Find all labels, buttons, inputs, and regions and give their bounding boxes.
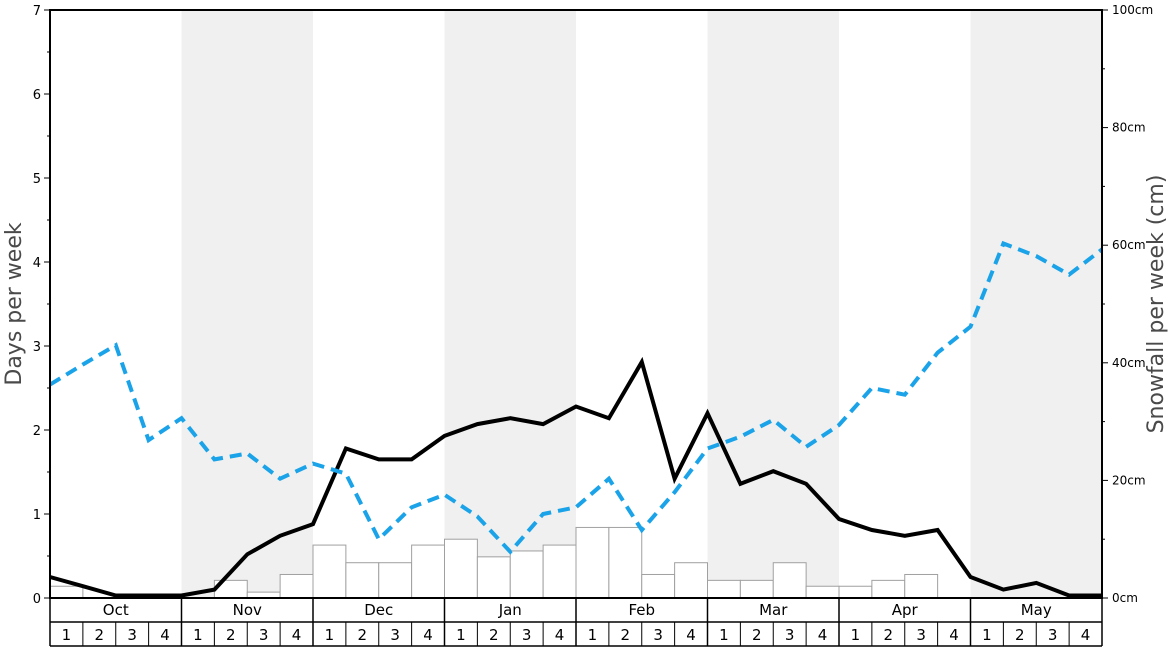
week-label: 1 [456,626,466,644]
snowfall-bar [279,573,314,599]
left-axis-title: Days per week [2,222,27,385]
snowfall-bar [542,544,577,599]
snowfall-bar [608,526,643,599]
week-label: 2 [226,626,236,644]
series-lines [48,240,1104,598]
week-label: 2 [1015,626,1025,644]
right-tick-label: 0cm [1112,591,1138,605]
snowfall-bar [739,579,774,599]
snowfall-bar [509,550,544,599]
week-label: 2 [95,626,105,644]
left-tick-label: 2 [33,424,41,439]
snowfall-bar [378,562,413,599]
month-band-mar [707,10,839,598]
right-tick-label: 100cm [1112,3,1153,17]
left-tick-label: 4 [33,256,41,271]
snowfall-bar [312,544,347,599]
week-label: 4 [818,626,828,644]
right-tick-label: 40cm [1112,356,1146,370]
snowfall-bar [805,585,840,599]
dashed-blue-line [48,240,1104,555]
week-label: 2 [752,626,762,644]
right-tick-label: 80cm [1112,121,1146,135]
week-label: 1 [982,626,992,644]
left-tick-label: 3 [33,340,41,355]
left-tick-label: 7 [33,4,41,19]
left-tick-label: 1 [33,508,41,523]
week-label: 1 [62,626,72,644]
week-label: 2 [884,626,894,644]
week-label: 3 [653,626,663,644]
week-label: 1 [851,626,861,644]
week-label: 3 [259,626,269,644]
right-axis-title: Snowfall per week (cm) [1144,175,1168,434]
month-label: Mar [759,601,788,619]
week-label: 4 [423,626,433,644]
left-tick-label: 6 [33,88,41,103]
week-label: 4 [555,626,565,644]
week-label: 4 [949,626,959,644]
left-tick-label: 5 [33,172,41,187]
snowfall-bar [476,556,511,599]
snowfall-bar [641,573,676,599]
snowfall-bar [674,562,708,599]
month-label: Oct [103,601,129,619]
week-label: 3 [127,626,137,644]
week-label: 3 [390,626,400,644]
month-label: Jan [498,601,522,619]
month-bands [181,10,1102,598]
snowfall-bar [444,538,478,599]
x-axis-months-weeks: Oct 1 2 3 4 Nov 1 2 3 4 Dec 1 2 3 4 Jan 1 2 3 4 Feb 1 2 3 4 Mar 1 2… [49,598,1103,647]
snowfall-bar [49,585,84,599]
month-band-may [970,10,1102,598]
week-label: 3 [522,626,532,644]
solid-black-line [49,356,1102,598]
week-label: 3 [916,626,926,644]
right-tick-label: 20cm [1112,473,1146,487]
snowfall-bar [838,585,873,599]
month-label: Dec [364,601,393,619]
month-label: Apr [892,601,919,619]
month-band-nov [181,10,313,598]
snowfall-bar [707,579,741,599]
right-axis-ticks: 0cm 20cm 40cm 60cm 80cm 100cm [1102,3,1153,605]
week-label: 3 [1048,626,1058,644]
week-label: 1 [588,626,598,644]
month-band-jan [444,10,576,598]
week-label: 1 [719,626,729,644]
snowfall-bar [871,579,906,599]
week-label: 4 [1081,626,1091,644]
snowfall-bars [49,526,939,599]
week-label: 1 [325,626,335,644]
snowfall-bar [904,573,939,599]
week-label: 4 [686,626,696,644]
month-label: Feb [628,601,655,619]
week-label: 3 [785,626,795,644]
week-label: 2 [489,626,499,644]
snowfall-bar [772,562,807,599]
month-label: May [1021,601,1052,619]
snowfall-bar [345,562,380,599]
month-label: Nov [233,601,262,619]
snowfall-bar [411,544,445,599]
week-label: 2 [621,626,631,644]
snowfall-bar [575,526,610,599]
week-label: 1 [193,626,203,644]
left-axis-ticks: 0 1 2 3 4 5 6 7 [33,4,50,607]
week-label: 4 [292,626,302,644]
right-tick-label: 60cm [1112,238,1146,252]
left-tick-label: 0 [33,592,41,607]
week-label: 2 [358,626,368,644]
week-label: 4 [160,626,170,644]
